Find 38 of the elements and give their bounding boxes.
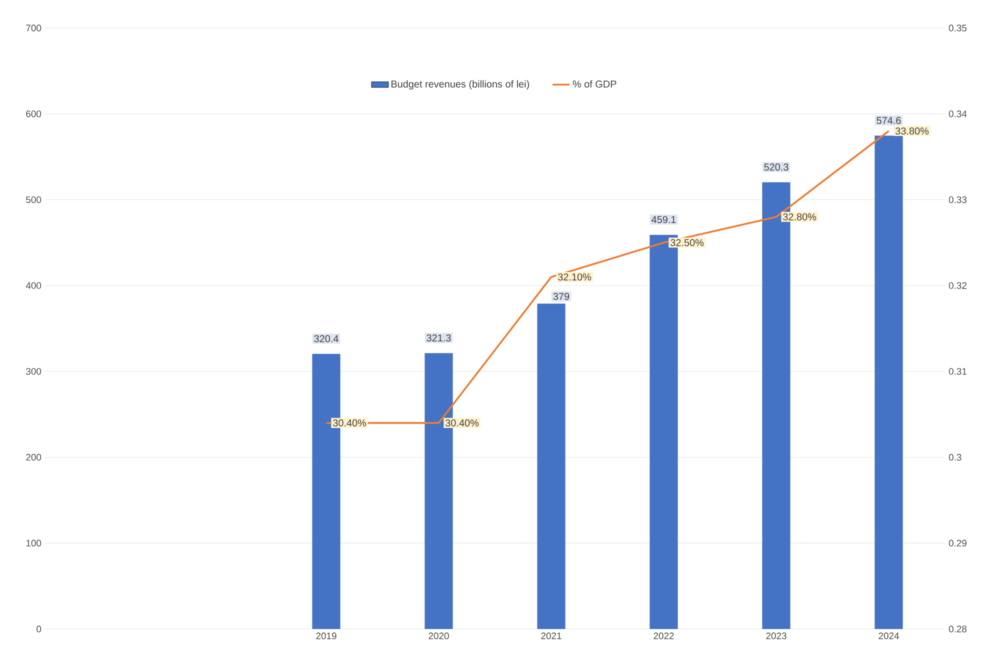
data-label: 520.3 — [764, 164, 788, 171]
y2-tick-label: 0.34 — [948, 110, 967, 118]
x-tick-label: 2024 — [878, 632, 899, 640]
y2-tick-label: 0.31 — [948, 368, 966, 375]
y-tick-label: 200 — [26, 454, 42, 461]
data-label: 459.1 — [652, 216, 676, 224]
data-label: 33.80% — [896, 128, 929, 135]
x-tick-label: 2019 — [316, 632, 336, 640]
data-label: 32.10% — [558, 273, 592, 281]
data-label: 32.80% — [783, 213, 816, 220]
bar — [874, 136, 903, 629]
x-tick-label: 2023 — [766, 632, 786, 640]
y2-tick-label: 0.29 — [948, 540, 966, 546]
y-tick-label: 300 — [26, 368, 42, 375]
legend-label: % of GDP — [572, 80, 616, 88]
y-tick-label: 0 — [36, 626, 42, 632]
y2-tick-label: 0.3 — [948, 454, 962, 461]
data-label: 321.3 — [426, 334, 451, 342]
y2-tick-label: 0.33 — [948, 196, 967, 204]
data-label: 379 — [553, 292, 570, 300]
y-tick-label: 600 — [26, 110, 42, 118]
y-tick-label: 500 — [26, 196, 42, 204]
bar — [537, 304, 566, 629]
data-label: 30.40% — [333, 419, 366, 426]
y2-tick-label: 0.35 — [948, 24, 967, 32]
y-tick-label: 700 — [26, 24, 42, 32]
x-tick-label: 2020 — [428, 632, 449, 640]
y2-tick-label: 0.32 — [948, 282, 966, 289]
y2-tick-label: 0.28 — [948, 626, 967, 632]
data-label: 320.4 — [314, 335, 338, 342]
data-label: 30.40% — [446, 419, 479, 426]
y-tick-label: 400 — [26, 282, 42, 289]
y-tick-label: 100 — [26, 540, 42, 546]
x-tick-label: 2022 — [654, 632, 674, 640]
data-label: 574.6 — [876, 116, 901, 124]
x-tick-label: 2021 — [541, 632, 562, 640]
data-label: 32.50% — [670, 239, 704, 246]
legend-label: Budget revenues (billions of lei) — [391, 80, 530, 90]
